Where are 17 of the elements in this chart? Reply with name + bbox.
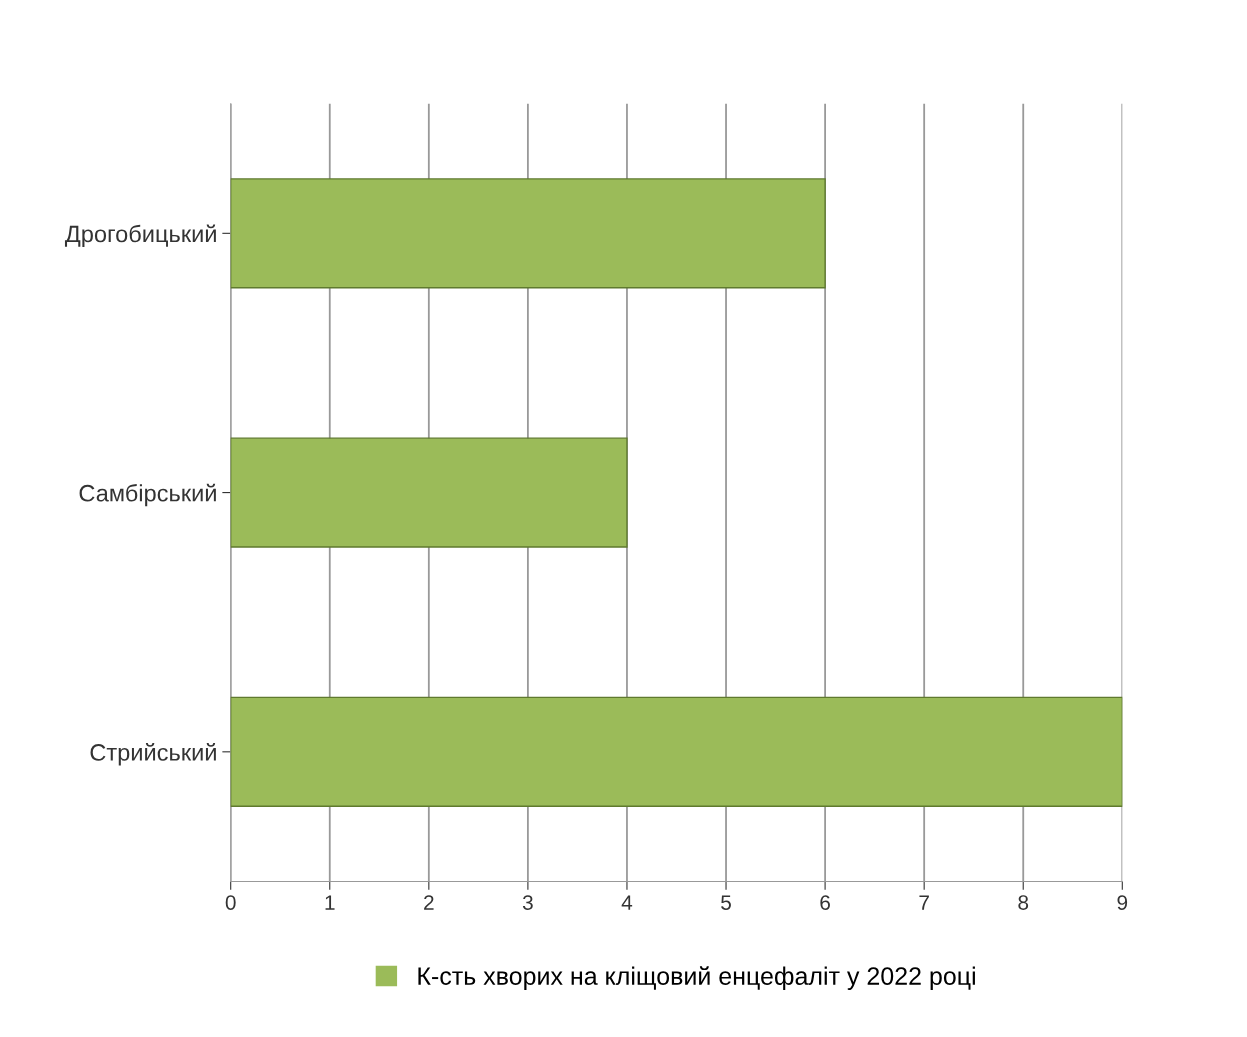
y-tick-label: Самбірський bbox=[79, 483, 216, 507]
bar bbox=[230, 437, 628, 548]
x-tick-label: 0 bbox=[225, 895, 236, 910]
legend-label: К-сть хворих на кліщовий енцефаліт у 2022 році bbox=[418, 966, 975, 990]
x-tick-label: 4 bbox=[621, 895, 633, 910]
x-tick-label: 7 bbox=[919, 895, 929, 910]
x-tick-label: 6 bbox=[820, 895, 830, 910]
x-tick-label: 3 bbox=[522, 895, 533, 910]
x-tick-label: 8 bbox=[1018, 895, 1029, 910]
x-tick-label: 5 bbox=[721, 895, 731, 910]
y-tick-label: Дрогобицький bbox=[64, 224, 216, 247]
x-tick-label: 9 bbox=[1117, 895, 1128, 910]
bar bbox=[230, 178, 826, 289]
y-tick-label: Стрийський bbox=[90, 743, 216, 766]
bar bbox=[230, 696, 1123, 807]
x-tick-label: 2 bbox=[424, 895, 434, 910]
x-tick-label: 1 bbox=[325, 895, 335, 910]
